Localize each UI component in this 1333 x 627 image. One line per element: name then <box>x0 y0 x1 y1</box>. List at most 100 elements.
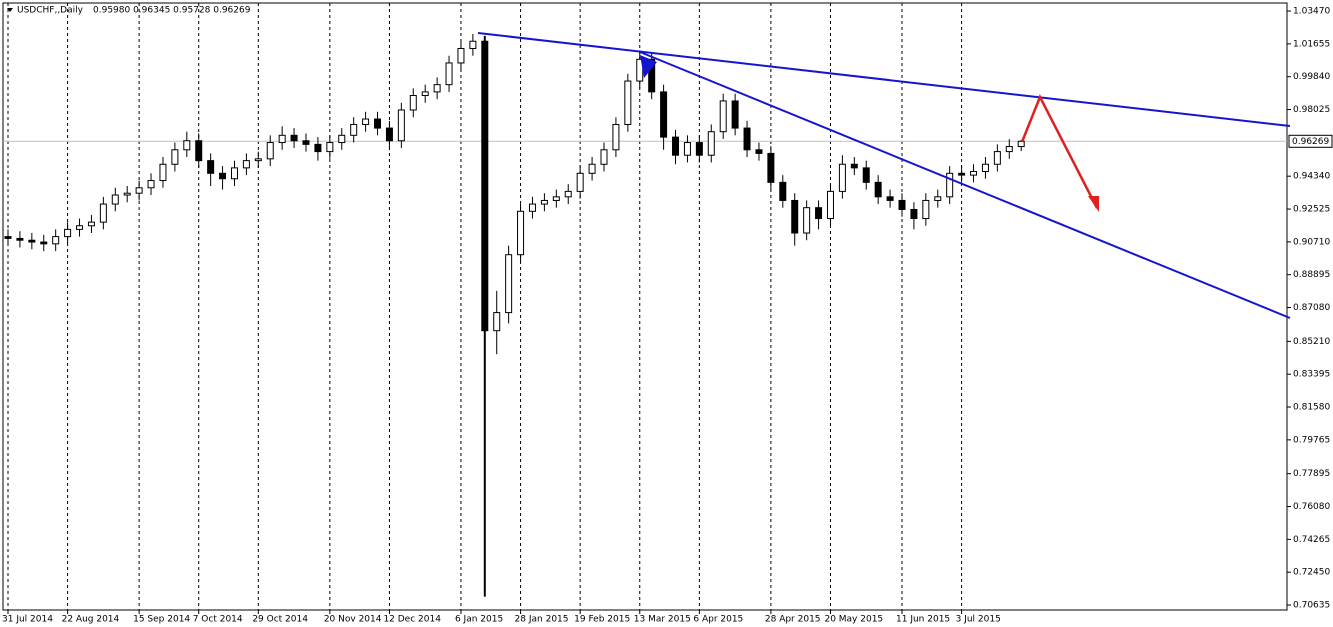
candle-body <box>791 199 799 234</box>
candle-body <box>922 199 930 220</box>
candle-body <box>326 142 334 153</box>
trend-line <box>477 32 1291 127</box>
candle-body <box>338 134 346 144</box>
y-tick-label: 0.83395 <box>1293 370 1330 380</box>
candle-body <box>815 207 823 220</box>
candle-body <box>195 140 203 162</box>
candle-body <box>505 254 513 314</box>
forecast-arrow-head <box>1088 196 1099 212</box>
y-tick-label: 0.77895 <box>1293 469 1330 479</box>
trend-line <box>639 51 1291 319</box>
candle-body <box>397 109 405 142</box>
candle-body <box>946 172 954 198</box>
candle-body <box>707 131 715 156</box>
candle-body <box>683 142 691 156</box>
candle-body <box>970 170 978 176</box>
candle-body <box>672 136 680 156</box>
candle-body <box>159 163 167 182</box>
x-tick-label: 6 Jan 2015 <box>455 615 503 625</box>
menu-icon <box>7 8 13 12</box>
candle-body <box>993 151 1001 165</box>
x-tick-label: 31 Jul 2014 <box>2 615 53 625</box>
candle-body <box>207 160 215 174</box>
y-tick-label: 0.92525 <box>1293 205 1330 215</box>
y-tick-label: 0.72450 <box>1293 568 1330 578</box>
candle-body <box>695 142 703 156</box>
candle-body <box>910 208 918 220</box>
candle-body <box>350 123 358 136</box>
candle-body <box>850 163 858 169</box>
candle-body <box>874 181 882 198</box>
x-tick-label: 28 Apr 2015 <box>765 615 821 625</box>
candle-body <box>648 58 656 93</box>
candle-body <box>385 127 393 142</box>
candle-body <box>4 236 12 239</box>
candle-body <box>517 210 525 256</box>
candle-body <box>123 192 131 196</box>
candle-body <box>290 134 298 142</box>
x-tick-label: 7 Oct 2014 <box>193 615 243 625</box>
candle-body <box>457 47 465 64</box>
candle-body <box>278 134 286 144</box>
candle-body <box>421 91 429 97</box>
candle-body <box>719 100 727 133</box>
ohlc-readout: 0.95980 0.96345 0.95728 0.96269 <box>93 6 251 16</box>
candle-body <box>767 152 775 183</box>
candle-body <box>1005 146 1013 153</box>
y-tick-label: 0.99840 <box>1293 72 1330 82</box>
candle-body <box>52 236 60 245</box>
candle-body <box>230 167 238 180</box>
candle-body <box>803 207 811 234</box>
chart-title: USDCHF,,Daily <box>17 6 84 16</box>
y-tick-label: 0.81580 <box>1293 403 1330 413</box>
x-tick-label: 6 Apr 2015 <box>693 615 743 625</box>
candle-body <box>540 199 548 205</box>
candle-body <box>660 91 668 138</box>
candle-body <box>242 160 250 169</box>
candle-body <box>99 203 107 223</box>
y-tick-label: 0.79765 <box>1293 435 1330 445</box>
candle-body <box>838 163 846 192</box>
candle-body <box>755 149 763 154</box>
candle-body <box>731 100 739 129</box>
y-tick-label: 0.85210 <box>1293 337 1330 347</box>
x-tick-label: 20 May 2015 <box>824 615 883 625</box>
y-tick-label: 0.70635 <box>1293 601 1330 611</box>
candle-body <box>493 312 501 332</box>
candle-body <box>743 127 751 151</box>
candle-body <box>374 118 382 129</box>
candle-body <box>528 203 536 212</box>
candle-body <box>445 62 453 86</box>
y-tick-label: 0.88895 <box>1293 270 1330 280</box>
candle-body <box>552 196 560 201</box>
candle-body <box>171 149 179 165</box>
candle-body <box>612 123 620 151</box>
y-tick-label: 1.03470 <box>1293 7 1330 17</box>
candle-body <box>362 118 370 125</box>
current-price-label: 0.96269 <box>1292 137 1329 147</box>
x-tick-label: 28 Jan 2015 <box>515 615 569 625</box>
x-tick-label: 3 Jul 2015 <box>956 615 1001 625</box>
candle-body <box>64 228 72 238</box>
y-tick-label: 1.01655 <box>1293 39 1330 49</box>
candle-body <box>266 142 274 160</box>
y-tick-label: 0.74265 <box>1293 535 1330 545</box>
x-tick-label: 12 Dec 2014 <box>383 615 441 625</box>
candle-body <box>433 84 441 93</box>
candle-body <box>40 241 48 245</box>
current-price-box <box>1288 134 1333 148</box>
x-tick-label: 20 Nov 2014 <box>324 615 382 625</box>
candle-body <box>600 149 608 165</box>
x-tick-label: 13 Mar 2015 <box>634 615 691 625</box>
candle-body <box>76 225 84 230</box>
candle-body <box>16 237 24 241</box>
candle-body <box>886 196 894 201</box>
blue-arrow <box>640 55 657 78</box>
candle-body <box>302 140 310 145</box>
candle-body <box>981 163 989 172</box>
y-tick-label: 0.90710 <box>1293 237 1330 247</box>
candle-body <box>469 40 477 49</box>
candle-body <box>826 190 834 220</box>
candle-body <box>576 172 584 192</box>
